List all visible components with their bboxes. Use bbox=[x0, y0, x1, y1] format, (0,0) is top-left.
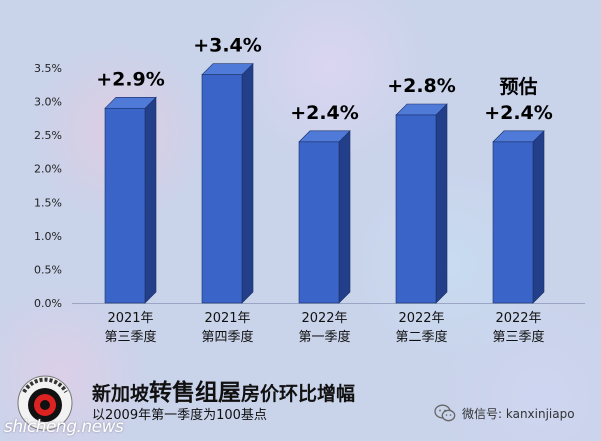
y-tick-label: 0.5% bbox=[34, 263, 62, 276]
wechat-watermark: 微信号: kanxinjiapo bbox=[434, 404, 575, 422]
title-part-1: 新加坡 bbox=[92, 383, 150, 405]
y-tick-label: 3.5% bbox=[34, 62, 62, 75]
chart-title: 新加坡转售组屋房价环比增幅 bbox=[92, 373, 355, 407]
data-label: +2.4% bbox=[290, 102, 359, 124]
bar-front bbox=[104, 107, 146, 304]
bar bbox=[298, 130, 351, 304]
data-label: +2.8% bbox=[387, 75, 456, 97]
x-tick-label: 2021年 bbox=[107, 311, 153, 326]
bar-front bbox=[395, 114, 437, 304]
bar-side bbox=[144, 96, 157, 304]
bar bbox=[104, 96, 157, 304]
y-tick-label: 3.0% bbox=[34, 96, 62, 109]
bar bbox=[492, 130, 545, 304]
bar bbox=[395, 103, 448, 304]
y-tick-label: 0.0% bbox=[34, 297, 62, 310]
y-tick-label: 2.0% bbox=[34, 163, 62, 176]
x-tick-label: 2022年 bbox=[495, 311, 541, 326]
bar-front bbox=[298, 141, 340, 304]
site-watermark: shicheng.news bbox=[4, 417, 124, 437]
y-tick-label: 1.0% bbox=[34, 230, 62, 243]
forecast-annotation: 预估 bbox=[499, 75, 537, 98]
data-label: +2.4% bbox=[484, 102, 553, 124]
y-tick-label: 2.5% bbox=[34, 129, 62, 142]
x-tick-label: 第三季度 bbox=[492, 329, 544, 345]
x-tick-label: 2022年 bbox=[301, 311, 347, 326]
logo-icon bbox=[17, 375, 73, 431]
x-tick-label: 2022年 bbox=[398, 311, 444, 326]
data-label: +2.9% bbox=[96, 68, 165, 90]
x-tick-label: 第四季度 bbox=[201, 329, 253, 345]
x-tick-label: 2021年 bbox=[204, 311, 250, 326]
x-tick-label: 第三季度 bbox=[104, 329, 156, 345]
y-tick-label: 1.5% bbox=[34, 196, 62, 209]
bar-side bbox=[435, 103, 448, 304]
bar-side bbox=[338, 130, 351, 304]
bar bbox=[201, 62, 254, 304]
bar-front bbox=[201, 74, 243, 304]
title-part-2: 转售组屋 bbox=[149, 380, 242, 406]
wechat-label: 微信号: kanxinjiapo bbox=[462, 406, 575, 421]
chart-subtitle: 以2009年第一季度为100基点 bbox=[92, 408, 267, 423]
bars bbox=[104, 62, 545, 304]
bar-front bbox=[492, 141, 534, 304]
bar-side bbox=[532, 130, 545, 304]
data-label: +3.4% bbox=[193, 35, 262, 57]
y-axis: 0.0% 0.5% 1.0% 1.5% 2.0% 2.5% 3.0% 3.5% bbox=[34, 62, 585, 310]
wechat-icon bbox=[434, 404, 456, 422]
value-labels: +2.9% +3.4% +2.4% +2.8% +2.4% bbox=[96, 35, 553, 124]
x-tick-label: 第二季度 bbox=[395, 329, 447, 345]
bar-side bbox=[241, 62, 254, 304]
bar-chart: 0.0% 0.5% 1.0% 1.5% 2.0% 2.5% 3.0% 3.5% +2.9% +3… bbox=[34, 35, 585, 345]
title-part-3: 房价环比增幅 bbox=[241, 383, 356, 405]
x-tick-label: 第一季度 bbox=[298, 329, 350, 345]
